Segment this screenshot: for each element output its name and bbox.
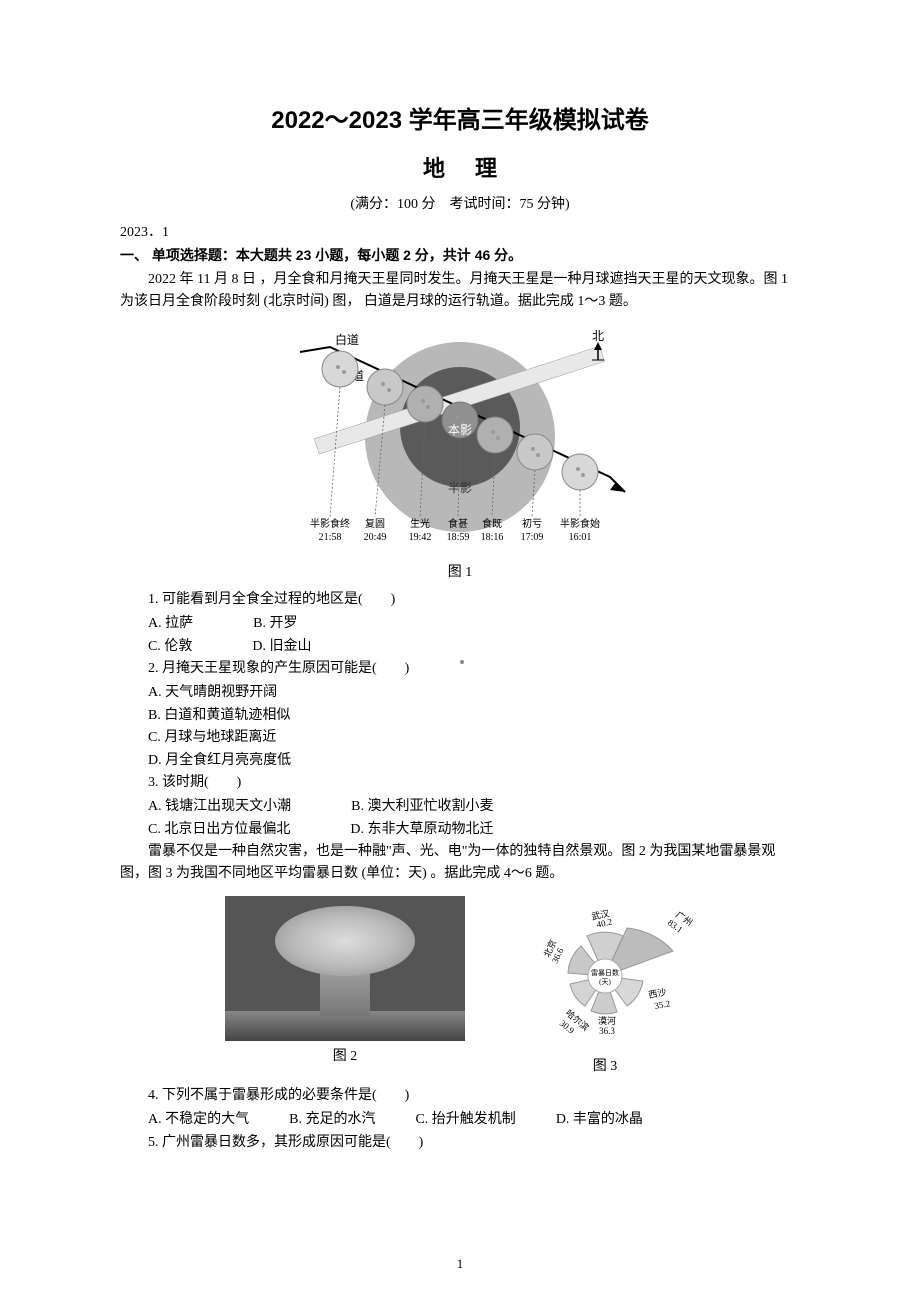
q3-opt-a: A. 钱塘江出现天文小潮 bbox=[148, 796, 291, 818]
exam-date: 2023．1 bbox=[120, 221, 800, 241]
tick-top-1: 复圆 bbox=[365, 517, 385, 530]
section-header: 一、 单项选择题：本大题共 23 小题，每小题 2 分，共计 46 分。 bbox=[120, 245, 800, 265]
dot-icon bbox=[460, 660, 464, 664]
q4-opt-c: C. 抬升触发机制 bbox=[415, 1109, 515, 1131]
q2-options: A. 天气晴朗视野开阔 B. 白道和黄道轨迹相似 C. 月球与地球距离近 D. … bbox=[120, 682, 800, 772]
tick-top-4: 食既 bbox=[482, 517, 502, 530]
q3-options-row1: A. 钱塘江出现天文小潮 B. 澳大利亚忙收割小麦 bbox=[120, 796, 800, 818]
q4-options: A. 不稳定的大气 B. 充足的水汽 C. 抬升触发机制 D. 丰富的冰晶 bbox=[120, 1109, 800, 1131]
q2-opt-a: A. 天气晴朗视野开阔 bbox=[148, 682, 800, 704]
q5-stem: 5. 广州雷暴日数多，其形成原因可能是( ) bbox=[120, 1132, 800, 1154]
fig3-mh-val: 36.3 bbox=[599, 1026, 615, 1036]
tick-bot-5: 17:09 bbox=[521, 532, 544, 543]
tick-top-6: 半影食始 bbox=[560, 517, 600, 530]
q4-stem: 4. 下列不属于雷暴形成的必要条件是( ) bbox=[120, 1085, 800, 1107]
q1-opt-b: B. 开罗 bbox=[253, 613, 297, 635]
tick-bot-6: 16:01 bbox=[569, 532, 592, 543]
thunder-photo bbox=[225, 896, 465, 1041]
q2-opt-b: B. 白道和黄道轨迹相似 bbox=[148, 705, 800, 727]
fig3-xs-val: 35.2 bbox=[654, 998, 671, 1011]
label-baidao: 白道 bbox=[335, 332, 359, 347]
label-benying: 本影 bbox=[448, 423, 472, 437]
tick-bot-2: 19:42 bbox=[409, 532, 432, 543]
figure-2: 图 2 bbox=[225, 896, 465, 1075]
label-north: 北 bbox=[592, 329, 604, 343]
q1-opt-a: A. 拉萨 bbox=[148, 613, 193, 635]
figure-1-caption: 图 1 bbox=[120, 561, 800, 581]
figure-pair: 图 2 雷暴日数 bbox=[120, 896, 800, 1075]
q3-opt-b: B. 澳大利亚忙收割小麦 bbox=[351, 796, 493, 818]
q3-stem: 3. 该时期( ) bbox=[120, 772, 800, 794]
tick-top-0: 半影食终 bbox=[310, 517, 350, 530]
passage-1: 2022 年 11 月 8 日 ，月全食和月掩天王星同时发生。月掩天王星是一种月… bbox=[120, 269, 800, 314]
q3-opt-c: C. 北京日出方位最偏北 bbox=[148, 819, 290, 841]
q4-opt-b: B. 充足的水汽 bbox=[289, 1109, 375, 1131]
q2-opt-c: C. 月球与地球距离近 bbox=[148, 727, 800, 749]
label-banying: 半影 bbox=[448, 481, 472, 495]
figure-3: 雷暴日数 (天) 40.2 武汉 83.1 广州 西沙 35.2 漠河 36.3… bbox=[515, 896, 695, 1075]
tick-top-2: 生光 bbox=[410, 517, 430, 530]
page-number: 1 bbox=[457, 1256, 464, 1272]
figure-2-caption: 图 2 bbox=[225, 1045, 465, 1065]
passage-2: 雷暴不仅是一种自然灾害，也是一种融"声、光、电"为一体的独特自然景观。图 2 为… bbox=[120, 841, 800, 886]
tick-bot-4: 18:16 bbox=[481, 532, 504, 543]
tick-top-5: 初亏 bbox=[522, 517, 542, 530]
fig3-center-top: 雷暴日数 bbox=[591, 968, 619, 977]
fig3-xs: 西沙 bbox=[648, 987, 667, 1000]
q1-stem: 1. 可能看到月全食全过程的地区是( ) bbox=[120, 589, 800, 611]
q1-opt-c: C. 伦敦 bbox=[148, 636, 192, 658]
fig3-mh: 漠河 bbox=[598, 1015, 616, 1026]
q2-opt-d: D. 月全食红月亮亮度低 bbox=[148, 750, 800, 772]
q3-opt-d: D. 东非大草原动物北迁 bbox=[350, 819, 493, 841]
q4-opt-a: A. 不稳定的大气 bbox=[148, 1109, 249, 1131]
q4-opt-d: D. 丰富的冰晶 bbox=[556, 1109, 643, 1131]
figure-3-caption: 图 3 bbox=[515, 1055, 695, 1075]
figure-1: 白道 黄道 北 bbox=[120, 322, 800, 581]
main-title: 2022～2023 学年高三年级模拟试卷 bbox=[120, 100, 800, 135]
tick-bot-3: 18:59 bbox=[447, 532, 470, 543]
q3-options-row2: C. 北京日出方位最偏北 D. 东非大草原动物北迁 bbox=[120, 819, 800, 841]
subject-title: 地理 bbox=[120, 151, 800, 183]
tick-bot-0: 21:58 bbox=[319, 532, 342, 543]
q1-options-row2: C. 伦敦 D. 旧金山 bbox=[120, 636, 800, 658]
tick-bot-1: 20:49 bbox=[364, 532, 387, 543]
fig3-center-bottom: (天) bbox=[599, 978, 611, 986]
exam-page: 2022～2023 学年高三年级模拟试卷 地理 (满分：100 分 考试时间：7… bbox=[0, 0, 920, 1302]
tick-top-3: 食甚 bbox=[448, 517, 468, 530]
q1-options-row1: A. 拉萨 B. 开罗 bbox=[120, 613, 800, 635]
q1-opt-d: D. 旧金山 bbox=[252, 636, 311, 658]
exam-meta: (满分：100 分 考试时间：75 分钟) bbox=[120, 193, 800, 213]
